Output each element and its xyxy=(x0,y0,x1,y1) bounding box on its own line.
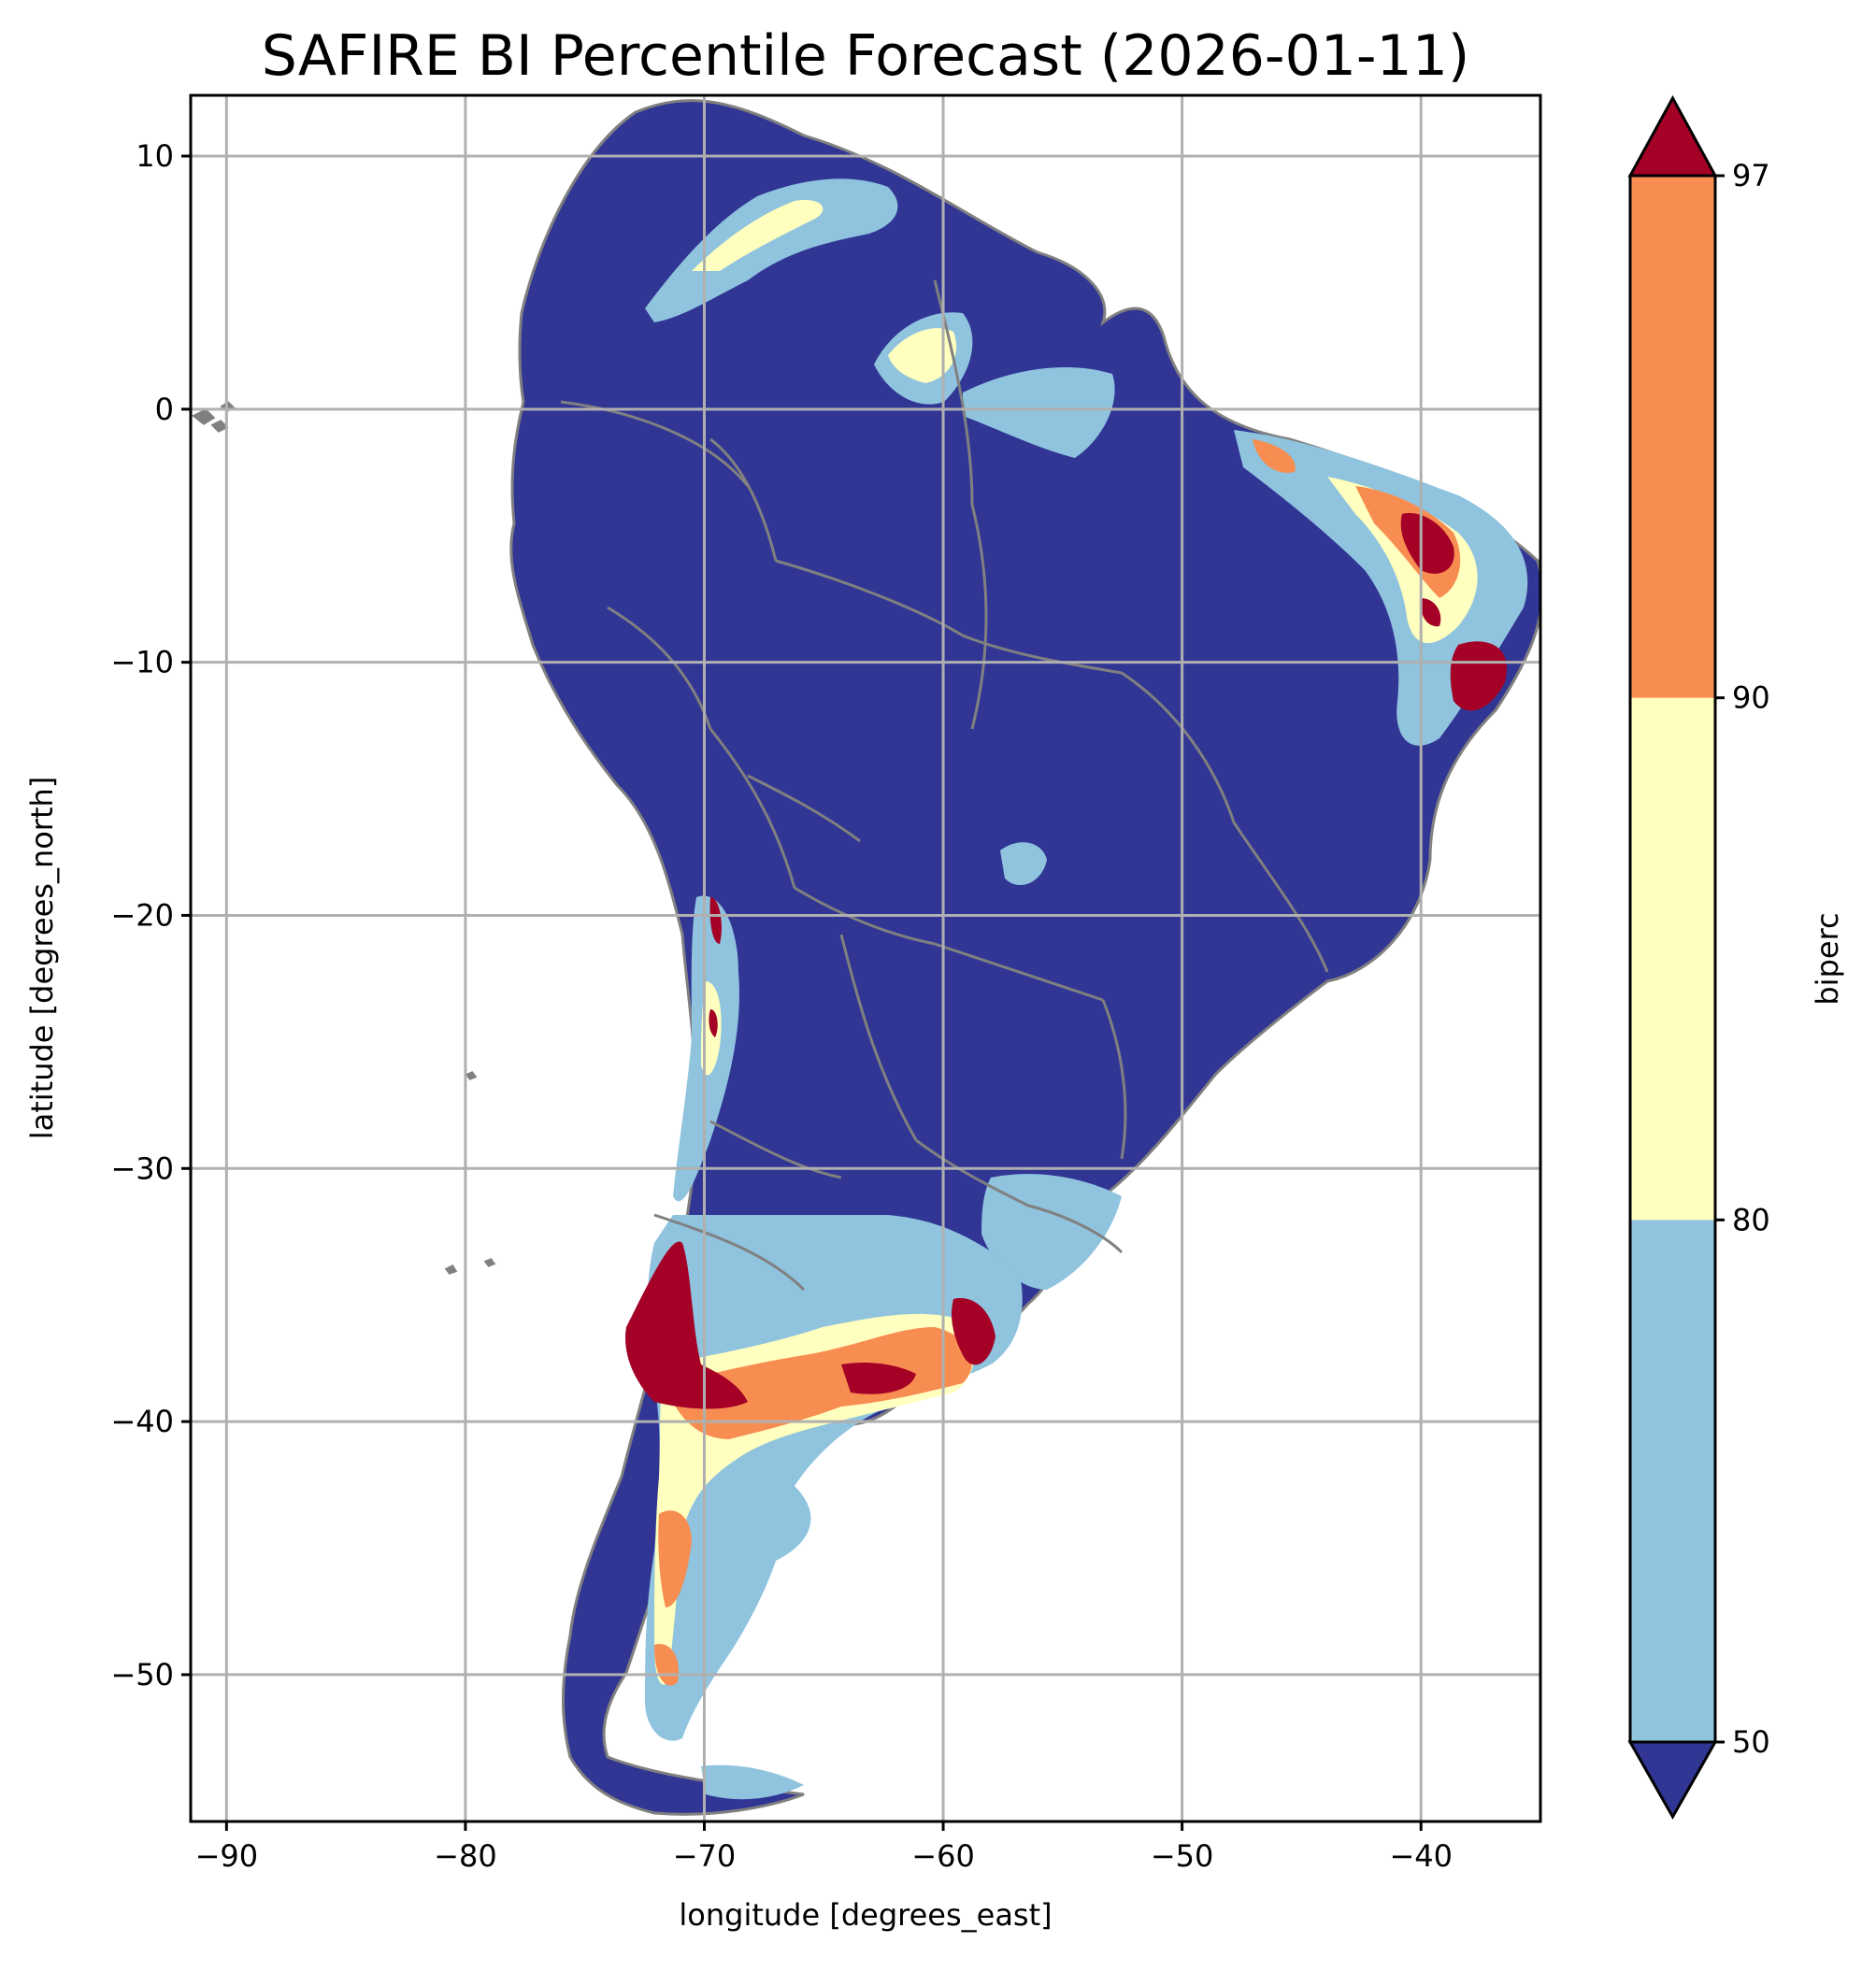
x-tick-label: −90 xyxy=(195,1838,259,1874)
x-tick-label: −50 xyxy=(1151,1838,1214,1874)
region-p90-97 xyxy=(1253,439,1461,598)
region-p80-90 xyxy=(888,328,957,383)
x-axis-ticks: −90 −80 −70 −60 −50 −40 xyxy=(195,1821,1453,1874)
y-tick-label: −40 xyxy=(110,1404,174,1439)
y-axis-ticks: 10 0 −10 −20 −30 −40 −50 xyxy=(110,138,191,1692)
map-area xyxy=(191,95,1540,1821)
internal-borders xyxy=(560,279,1329,1292)
region-p50-80 xyxy=(645,179,898,322)
colorbar-extend-over xyxy=(1627,94,1718,178)
region-p80-90 xyxy=(692,200,823,271)
region-p50-80 xyxy=(1000,842,1047,886)
y-tick-label: −20 xyxy=(110,897,174,933)
region-above-97 xyxy=(709,897,722,1037)
colorbar-frame xyxy=(1628,174,1717,1744)
colorbar-label: biperc xyxy=(1810,912,1845,1005)
colorbar-tick-label: 90 xyxy=(1732,680,1770,716)
region-p50-80 xyxy=(963,366,1115,458)
y-tick-label: 10 xyxy=(136,138,174,174)
colorbar-bin xyxy=(1630,697,1715,1221)
colorbar-tick-label: 80 xyxy=(1732,1202,1770,1237)
colorbar: 50 80 90 97 biperc xyxy=(1627,94,1845,1821)
y-tick-label: −10 xyxy=(110,645,174,680)
y-tick-label: 0 xyxy=(155,392,174,427)
x-tick-label: −80 xyxy=(434,1838,497,1874)
x-tick-label: −70 xyxy=(673,1838,737,1874)
gridlines xyxy=(191,95,1540,1821)
y-axis-label: latitude [degrees_north] xyxy=(24,777,60,1140)
y-tick-label: −30 xyxy=(110,1150,174,1186)
colorbar-bin xyxy=(1630,176,1715,698)
x-tick-label: −60 xyxy=(911,1838,975,1874)
colorbar-bin xyxy=(1630,1220,1715,1742)
region-p50-80 xyxy=(701,1764,804,1800)
region-p50-80 xyxy=(981,1174,1122,1290)
y-tick-label: −50 xyxy=(110,1657,174,1692)
x-axis-label: longitude [degrees_east] xyxy=(679,1897,1052,1933)
colorbar-tick-label: 97 xyxy=(1732,158,1770,193)
axes-frame xyxy=(189,93,1542,1823)
x-tick-label: −40 xyxy=(1389,1838,1453,1874)
colorbar-tick-label: 50 xyxy=(1732,1724,1770,1760)
chart-title: SAFIRE BI Percentile Forecast (2026-01-1… xyxy=(262,23,1470,89)
region-p90-97 xyxy=(654,1327,972,1686)
colorbar-extend-under xyxy=(1627,1740,1718,1821)
region-above-97 xyxy=(625,1241,995,1409)
region-p80-90 xyxy=(1327,477,1478,644)
